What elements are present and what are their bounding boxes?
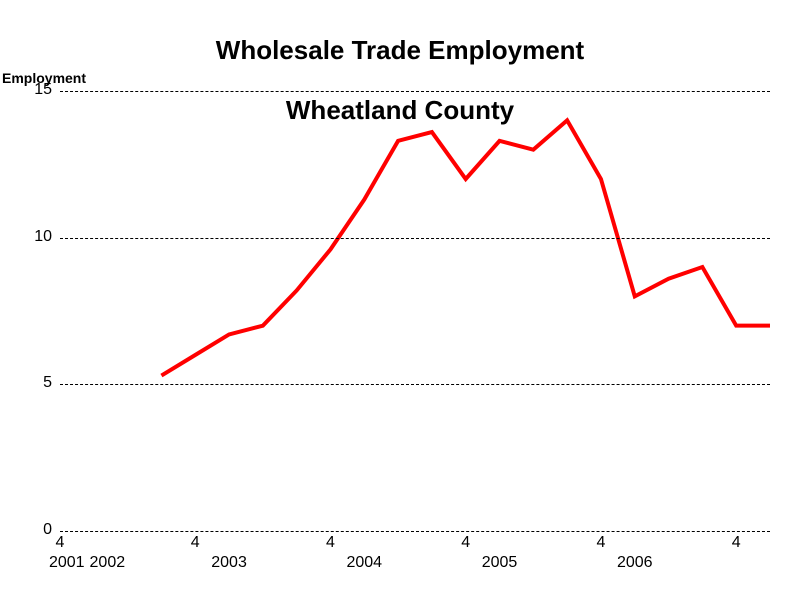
plot-area bbox=[60, 90, 770, 531]
x-tick-label: 4 bbox=[596, 534, 605, 552]
x-tick-label: 4 bbox=[732, 534, 741, 552]
line-series bbox=[60, 91, 770, 531]
gridline bbox=[60, 238, 770, 239]
y-tick-label: 5 bbox=[43, 374, 52, 392]
x-tick-label: 4 bbox=[461, 534, 470, 552]
x-year-label: 2005 bbox=[482, 554, 518, 572]
y-tick-label: 0 bbox=[43, 521, 52, 539]
x-year-label: 2006 bbox=[617, 554, 653, 572]
x-year-label: 2002 bbox=[90, 554, 126, 572]
chart-title-line1: Wholesale Trade Employment bbox=[216, 35, 584, 65]
x-tick-label: 4 bbox=[191, 534, 200, 552]
chart-stage: Wholesale Trade Employment Wheatland Cou… bbox=[0, 0, 800, 600]
y-tick-label: 15 bbox=[34, 81, 52, 99]
y-tick-label: 10 bbox=[34, 228, 52, 246]
employment-line bbox=[161, 120, 770, 375]
x-tick-label: 4 bbox=[56, 534, 65, 552]
x-year-label: 2003 bbox=[211, 554, 247, 572]
x-year-label: 2004 bbox=[346, 554, 382, 572]
x-year-label: 2001 bbox=[49, 554, 85, 572]
gridline bbox=[60, 91, 770, 92]
gridline bbox=[60, 531, 770, 532]
x-tick-label: 4 bbox=[326, 534, 335, 552]
gridline bbox=[60, 384, 770, 385]
